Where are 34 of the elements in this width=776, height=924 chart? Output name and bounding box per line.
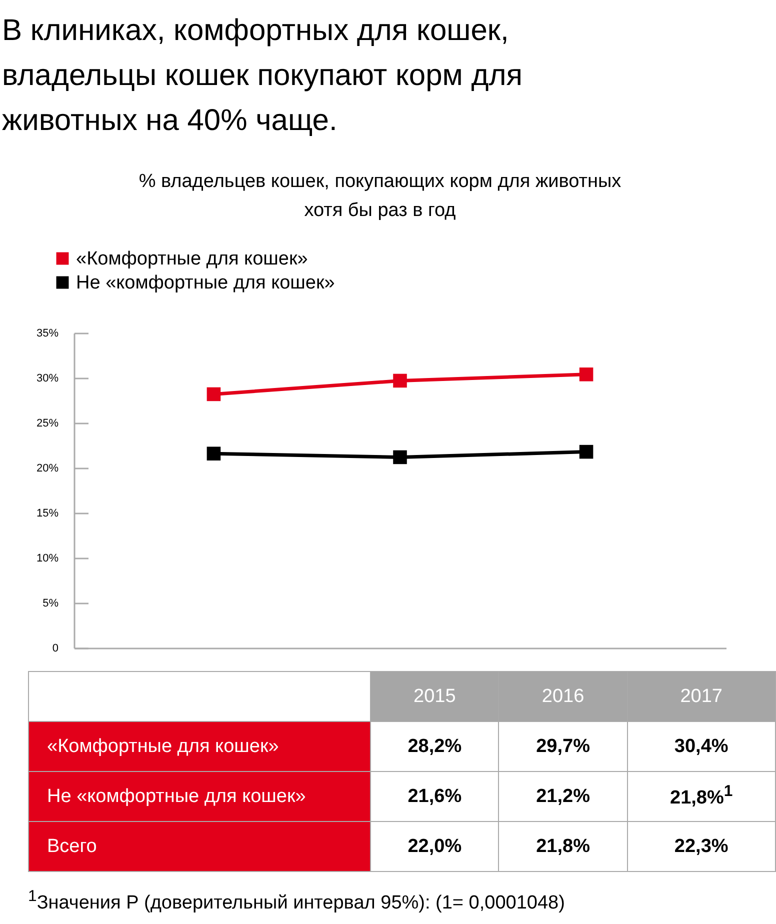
text: 28,2%: [370, 722, 499, 772]
text: 30,4%: [627, 722, 776, 772]
text: 22,3%: [627, 822, 776, 872]
point: [206, 387, 221, 402]
text: Всего: [28, 822, 370, 872]
text: Не «комфортные для кошек»: [47, 786, 306, 806]
text: 29,7%: [498, 722, 628, 772]
chart-title: В клиниках, комфортных для кошек, владельцы кошек покупают корм для животных на 40% чаще.: [1, 13, 524, 137]
text: 21,2%: [498, 772, 628, 822]
y-tick-label: 25%: [36, 418, 59, 430]
point: [579, 444, 594, 459]
y-tick-label: 5%: [42, 598, 59, 610]
point: [393, 450, 407, 464]
point: [393, 374, 407, 388]
legend-label: Не «комфортные для кошек»: [76, 272, 335, 294]
text: 2016: [498, 672, 628, 722]
text: 22,0%: [370, 822, 499, 872]
y-tick-label: 0: [52, 642, 58, 654]
chart-subtitle: % владельцев кошек, покупающих корм для животных хотя бы раз в год: [138, 170, 622, 223]
y-tick-label: 30%: [36, 372, 59, 384]
text: «Комфортные для кошек»: [47, 736, 279, 756]
legend-label: «Комфортные для кошек»: [76, 248, 308, 270]
y-tick-label: 10%: [36, 552, 59, 564]
text: 21,8%: [498, 822, 628, 872]
text: 21,8%$^{1}$: [627, 772, 776, 822]
text: 2017: [627, 672, 776, 722]
text: $^{1}$Значения Р (доверительный интервал 95%): (1= 0,0001048): [28, 888, 566, 914]
point: [206, 446, 221, 460]
text: 2015: [370, 672, 499, 722]
text: 21,6%: [370, 772, 499, 822]
y-tick-label: 15%: [36, 508, 59, 520]
y-tick-label: 20%: [36, 462, 59, 474]
y-tick-label: 35%: [36, 328, 59, 340]
point: [579, 368, 594, 382]
